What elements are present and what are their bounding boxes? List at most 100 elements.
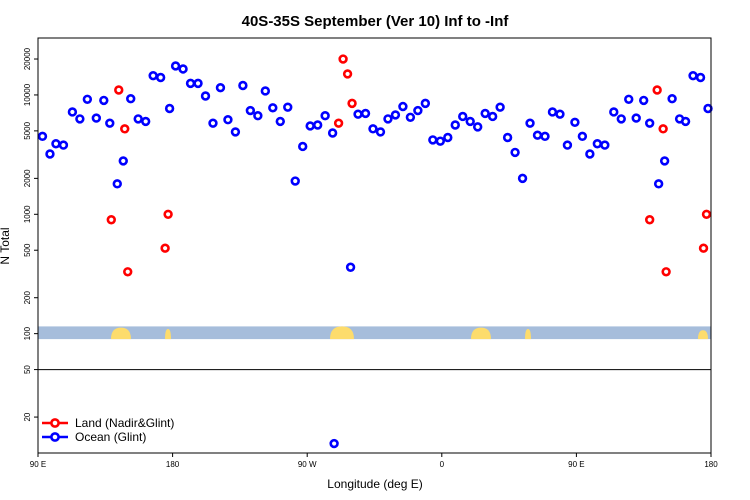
data-point — [185, 78, 196, 89]
y-tick-label: 20000 — [23, 47, 32, 70]
data-point — [698, 243, 709, 253]
data-point — [420, 98, 431, 109]
data-point — [652, 85, 662, 95]
data-point — [413, 105, 423, 116]
land-patch — [111, 327, 131, 340]
y-tick-label: 10000 — [23, 83, 32, 106]
data-points — [37, 54, 713, 449]
y-tick-label: 200 — [23, 291, 32, 305]
data-point — [290, 176, 300, 186]
data-point — [510, 147, 520, 158]
data-point — [118, 156, 128, 166]
data-point — [360, 108, 371, 119]
data-point — [112, 179, 122, 189]
data-point — [223, 115, 233, 125]
data-point — [368, 124, 378, 134]
legend-label: Land (Nadir&Glint) — [75, 416, 174, 430]
data-point — [555, 109, 565, 119]
data-point — [45, 149, 55, 159]
legend-marker — [50, 432, 60, 442]
land-patch — [525, 328, 531, 340]
data-point — [703, 103, 713, 114]
data-point — [260, 86, 271, 96]
y-tick-label: 50 — [23, 365, 32, 374]
y-tick-label: 500 — [23, 243, 32, 257]
data-point — [616, 114, 626, 124]
data-point — [320, 111, 330, 121]
data-point — [631, 113, 641, 123]
data-point — [390, 110, 401, 120]
data-point — [547, 107, 558, 117]
data-point — [517, 173, 528, 184]
data-point — [592, 139, 603, 149]
data-point — [450, 120, 460, 130]
data-point — [695, 72, 706, 83]
y-axis-label: N Total — [0, 227, 12, 264]
map-band — [38, 326, 711, 340]
data-point — [106, 215, 116, 225]
data-point — [502, 132, 513, 143]
data-point — [644, 215, 655, 225]
land-patch — [165, 328, 171, 340]
data-point — [405, 112, 416, 122]
data-point — [160, 243, 170, 253]
data-point — [230, 127, 241, 137]
data-point — [148, 70, 158, 81]
data-point — [283, 102, 293, 112]
data-point — [91, 113, 102, 123]
data-point — [688, 70, 698, 81]
data-point — [164, 103, 175, 114]
ocean-band — [38, 326, 711, 340]
data-point — [253, 111, 263, 121]
x-tick-label: 180 — [704, 460, 718, 469]
data-point — [120, 124, 130, 134]
data-point — [327, 128, 338, 138]
data-point — [345, 262, 356, 272]
y-tick-label: 100 — [23, 326, 32, 340]
land-patch — [471, 327, 491, 340]
data-point — [67, 107, 78, 117]
data-point — [540, 131, 550, 142]
data-point — [487, 111, 498, 122]
data-point — [667, 94, 677, 104]
legend: Land (Nadir&Glint)Ocean (Glint) — [42, 416, 174, 444]
land-patch — [698, 330, 708, 340]
data-point — [644, 118, 655, 128]
plot-frame — [37, 37, 712, 454]
data-point — [51, 139, 61, 149]
data-point — [338, 54, 348, 64]
data-point — [275, 116, 285, 127]
data-point — [329, 438, 339, 449]
legend-label: Ocean (Glint) — [75, 430, 146, 444]
data-point — [638, 95, 649, 106]
data-point — [123, 267, 133, 277]
data-point — [140, 116, 151, 127]
data-point — [398, 101, 408, 112]
x-tick-label: 90 W — [298, 460, 317, 469]
data-point — [570, 117, 580, 127]
data-point — [37, 131, 48, 142]
data-point — [353, 109, 363, 119]
x-axis-ticks: 90 E 180 90 W 0 90 E 180 — [30, 453, 718, 469]
series-points — [106, 54, 712, 277]
data-point — [443, 132, 453, 143]
x-tick-label: 90 E — [568, 460, 584, 469]
data-point — [245, 105, 256, 116]
data-point — [238, 80, 248, 91]
data-point — [163, 209, 173, 219]
data-point — [458, 111, 468, 122]
data-point — [600, 140, 610, 150]
data-point — [105, 118, 115, 128]
data-point — [114, 85, 124, 95]
data-point — [178, 64, 188, 74]
data-point — [312, 120, 323, 130]
y-tick-label: 2000 — [23, 169, 32, 187]
y-axis-ticks: 20 50 100 200 500 1000 2000 5000 10000 20000 — [23, 47, 38, 422]
data-point — [465, 116, 475, 127]
x-tick-label: 180 — [166, 460, 180, 469]
data-point — [170, 61, 181, 71]
data-point — [480, 108, 490, 119]
data-point — [585, 149, 595, 159]
data-point — [653, 179, 664, 189]
